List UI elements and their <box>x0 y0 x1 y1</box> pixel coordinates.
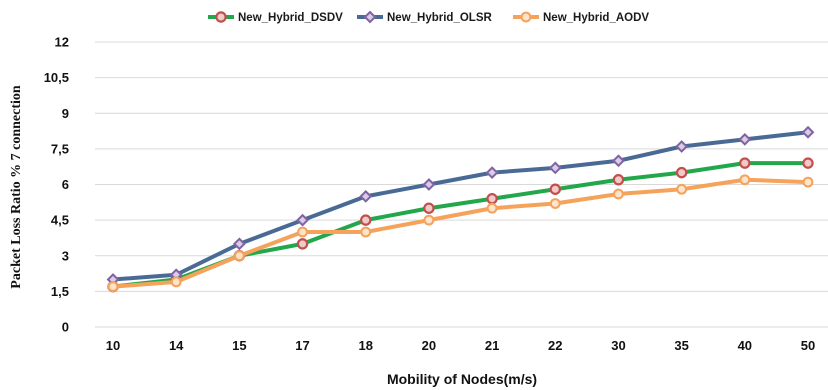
data-point <box>297 226 308 238</box>
data-point <box>612 174 625 186</box>
data-point <box>802 176 814 188</box>
legend-item-new-hybrid-aodv: New_Hybrid_AODV <box>513 11 649 24</box>
y-tick-label: 0 <box>62 320 69 335</box>
data-point <box>675 140 689 153</box>
y-tick-label: 3 <box>62 248 69 263</box>
chart-legend: New_Hybrid_DSDV New_Hybrid_OLSR New_Hybrid… <box>208 10 649 24</box>
y-tick-label: 7,5 <box>51 141 69 156</box>
x-tick-label: 35 <box>674 338 688 353</box>
x-tick-label: 15 <box>232 338 246 353</box>
legend-label: New_Hybrid_DSDV <box>238 12 343 24</box>
y-tick-label: 1,5 <box>51 284 69 299</box>
data-point <box>675 166 688 179</box>
data-point <box>360 226 372 238</box>
data-point <box>486 193 498 205</box>
data-point <box>612 154 625 168</box>
series-line <box>111 161 810 289</box>
data-point <box>739 157 751 169</box>
data-point <box>296 238 309 250</box>
data-point <box>613 188 624 200</box>
data-point <box>423 202 435 214</box>
data-point <box>423 214 435 226</box>
data-point <box>738 132 752 146</box>
y-axis-label: Packet Loss Ratio % 7 connection <box>9 85 24 289</box>
data-point <box>801 125 815 139</box>
series-new-hybrid-aodv <box>107 174 814 293</box>
data-point <box>549 183 561 195</box>
data-point <box>485 166 499 180</box>
legend-item-new-hybrid-dsdv: New_Hybrid_DSDV <box>208 11 343 24</box>
x-tick-label: 22 <box>548 338 562 353</box>
legend-marker <box>215 11 227 23</box>
series-line <box>111 177 810 289</box>
series-new-hybrid-olsr <box>106 125 815 286</box>
x-tick-label: 20 <box>422 338 436 353</box>
legend-label: New_Hybrid_AODV <box>543 12 649 24</box>
data-point <box>422 178 436 191</box>
data-point <box>486 202 498 214</box>
y-tick-label: 12 <box>55 35 69 50</box>
data-point <box>360 214 372 226</box>
series-lines <box>106 125 815 293</box>
data-point <box>296 213 309 227</box>
x-tick-label: 30 <box>611 338 625 353</box>
legend-item-new-hybrid-olsr: New_Hybrid_OLSR <box>357 10 492 24</box>
x-tick-label: 50 <box>801 338 815 353</box>
data-point <box>359 189 373 203</box>
data-point <box>548 161 562 175</box>
legend-label: New_Hybrid_OLSR <box>387 12 492 24</box>
x-tick-label: 40 <box>738 338 752 353</box>
data-point <box>549 198 561 209</box>
x-tick-label: 14 <box>169 338 184 353</box>
y-tick-label: 9 <box>62 106 69 121</box>
data-point <box>170 276 182 288</box>
x-axis-label: Mobility of Nodes(m/s) <box>387 371 537 387</box>
data-point <box>233 250 245 262</box>
x-axis-ticks: 10 14 15 17 18 20 21 22 30 35 40 50 <box>106 338 815 353</box>
x-tick-label: 17 <box>295 338 309 353</box>
data-point <box>802 157 814 169</box>
series-line <box>111 130 810 282</box>
data-point <box>739 174 751 186</box>
legend-marker <box>363 10 377 24</box>
data-point <box>676 183 688 195</box>
y-tick-label: 4,5 <box>51 213 69 228</box>
x-tick-label: 18 <box>358 338 372 353</box>
legend-marker <box>520 11 532 23</box>
data-point <box>107 281 119 293</box>
x-tick-label: 21 <box>485 338 499 353</box>
y-tick-label: 6 <box>62 177 69 192</box>
y-axis-ticks: 0 1,5 3 4,5 6 7,5 9 10,5 12 <box>44 35 69 335</box>
y-tick-label: 10,5 <box>44 70 69 85</box>
x-tick-label: 10 <box>106 338 120 353</box>
data-point <box>232 237 246 251</box>
